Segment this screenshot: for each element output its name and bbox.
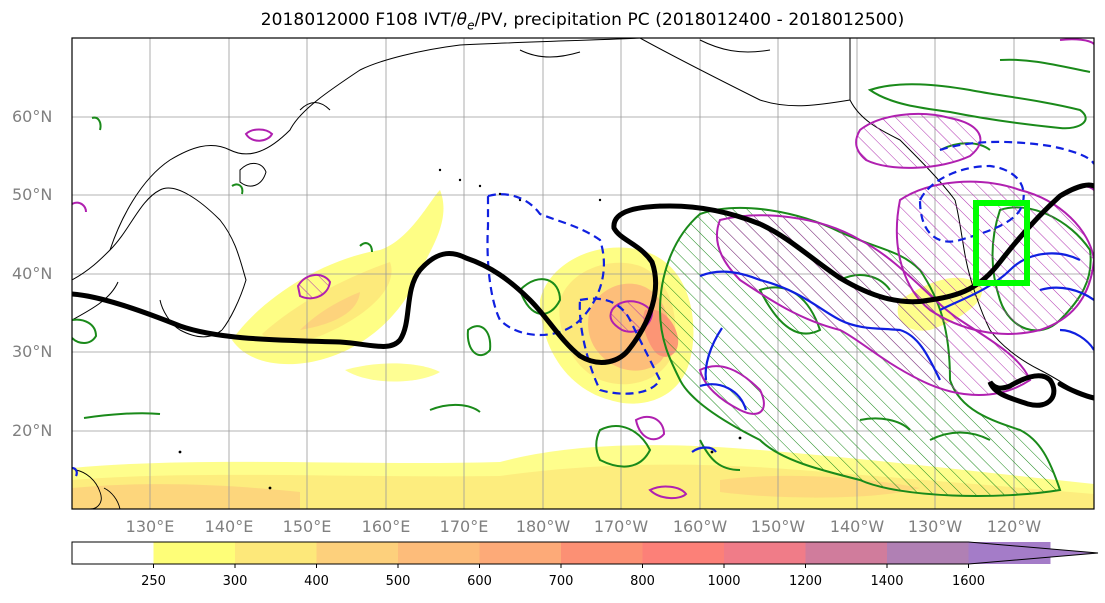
colorbar-tick-label: 1000	[707, 574, 741, 589]
colorbar-bin	[72, 542, 154, 564]
philippines-coast	[75, 469, 121, 509]
lon-label: 140°E	[204, 517, 254, 536]
lon-label: 140°W	[829, 517, 885, 536]
colorbar	[71, 541, 1099, 568]
lon-label: 130°E	[125, 517, 175, 536]
colorbar-tick-label: 500	[385, 574, 411, 589]
colorbar-bin	[153, 542, 236, 564]
target-region-box	[973, 200, 1030, 286]
map-panel	[72, 38, 1094, 509]
colorbar-bin	[235, 542, 317, 564]
colorbar-bin	[316, 542, 399, 564]
colorbar-tick-label: 1400	[870, 574, 904, 589]
lon-label: 180°W	[515, 517, 571, 536]
colorbar-tick-label: 1600	[951, 574, 986, 589]
lat-label: 20°N	[12, 421, 53, 440]
lon-label: 170°W	[593, 517, 649, 536]
colorbar-tick-label: 300	[222, 574, 248, 589]
colorbar-tick-label: 800	[630, 574, 655, 589]
lon-label: 150°E	[282, 517, 332, 536]
theta-e-contour	[72, 182, 1094, 408]
lon-label: 150°W	[750, 517, 806, 536]
map-frame	[71, 37, 1095, 510]
colorbar-extend-arrow	[968, 542, 1098, 564]
colorbar-tick-label: 400	[304, 574, 329, 589]
colorbar-tick-label: 700	[548, 574, 574, 589]
lon-label: 160°W	[672, 517, 728, 536]
lon-label: 120°W	[986, 517, 1042, 536]
lat-label: 40°N	[12, 264, 53, 283]
colorbar-tick-label: 250	[141, 574, 166, 589]
colorbar-bin	[642, 542, 725, 564]
colorbar-outline	[71, 541, 1099, 565]
colorbar-tick-label: 1200	[788, 574, 823, 589]
colorbar-bin	[887, 542, 969, 564]
colorbar-bin	[479, 542, 562, 564]
colorbar-bin	[724, 542, 806, 564]
lon-label: 130°W	[907, 517, 963, 536]
colorbar-bin	[805, 542, 888, 564]
colorbar-bin	[398, 542, 480, 564]
colorbar-bin	[561, 542, 643, 564]
lat-label: 30°N	[12, 342, 53, 361]
pv-contours-blue	[72, 140, 1094, 477]
colorbar-tick-label: 600	[467, 574, 492, 589]
lon-label: 170°E	[439, 517, 489, 536]
figure-title: 2018012000 F108 IVT/θe/PV, precipitation…	[260, 10, 905, 33]
lon-label: 160°E	[361, 517, 411, 536]
lat-label: 50°N	[12, 185, 53, 204]
lat-label: 60°N	[12, 107, 53, 126]
